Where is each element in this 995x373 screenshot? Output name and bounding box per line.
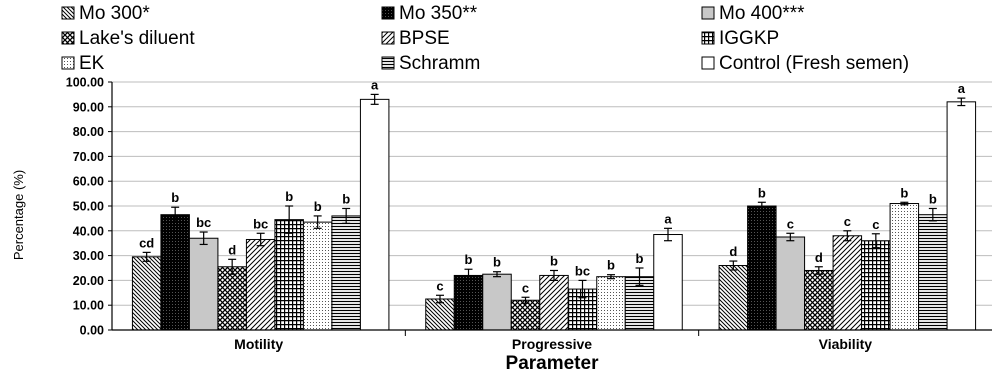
- significance-label: d: [228, 242, 236, 257]
- y-tick-label: 80.00: [73, 125, 104, 139]
- bar: [160, 214, 190, 331]
- significance-label: b: [465, 252, 473, 267]
- significance-label: bc: [253, 216, 268, 231]
- bar: [747, 205, 777, 331]
- bar: [889, 203, 920, 331]
- legend-swatch: [61, 6, 75, 20]
- legend-label: Control (Fresh semen): [719, 53, 909, 74]
- significance-label: b: [285, 189, 293, 204]
- y-tick-labels: 0.00 10.00 20.00 30.00 40.00 50.00 60.00 70.00 8…: [66, 76, 104, 338]
- axes: [111, 82, 992, 336]
- legend-swatch: [701, 56, 715, 70]
- legend-label: Mo 300*: [79, 3, 150, 24]
- bar: [775, 236, 806, 331]
- significance-label: cd: [139, 235, 154, 250]
- y-tick-label: 20.00: [73, 274, 104, 288]
- bar: [217, 266, 247, 331]
- significance-label: c: [844, 214, 851, 229]
- legend-label: BPSE: [399, 28, 450, 49]
- bar: [539, 274, 569, 331]
- bar: [946, 101, 977, 331]
- x-category-labels: Motility Progressive Viability: [234, 336, 872, 352]
- bar: [245, 238, 276, 331]
- legend-swatch: [701, 6, 715, 20]
- bar: [188, 237, 219, 331]
- legend-swatch: [381, 6, 395, 20]
- significance-label: d: [815, 250, 823, 265]
- bar: [832, 235, 863, 331]
- bar: [453, 274, 484, 331]
- significance-label: c: [522, 280, 529, 295]
- x-axis-title: Parameter: [506, 353, 600, 373]
- bar: [131, 256, 162, 331]
- bar: [482, 273, 512, 331]
- legend-label: Mo 400***: [719, 3, 805, 24]
- significance-label: b: [636, 251, 644, 266]
- y-tick-label: 40.00: [73, 224, 104, 238]
- bar: [718, 265, 749, 331]
- legend-label: Lake's diluent: [79, 28, 195, 49]
- y-axis-title: Percentage (%): [11, 170, 26, 260]
- significance-label: b: [342, 191, 350, 206]
- significance-label: b: [929, 191, 937, 206]
- significance-label: d: [729, 244, 737, 259]
- significance-label: c: [436, 278, 443, 293]
- bar: [804, 269, 834, 331]
- significance-label: b: [493, 255, 501, 270]
- legend-swatch: [61, 56, 75, 70]
- y-tick-label: 30.00: [73, 249, 104, 263]
- y-tick-label: 100.00: [66, 76, 104, 90]
- x-category-label: Progressive: [512, 336, 592, 352]
- bar: [596, 276, 626, 331]
- legend-label: EK: [79, 53, 105, 74]
- x-category-label: Viability: [819, 336, 873, 352]
- x-category-label: Motility: [234, 336, 283, 352]
- significance-label: a: [371, 77, 379, 92]
- significance-label: bc: [575, 263, 590, 278]
- bar: [653, 234, 683, 331]
- significance-label: b: [900, 185, 908, 200]
- significance-label: b: [550, 253, 558, 268]
- significance-label: b: [758, 185, 766, 200]
- bar: [274, 219, 304, 331]
- significance-label: c: [787, 216, 794, 231]
- bar: [425, 298, 455, 331]
- bar: [918, 214, 948, 331]
- significance-label: a: [958, 81, 966, 96]
- significance-label: b: [171, 190, 179, 205]
- bar: [359, 98, 390, 331]
- legend-swatch: [701, 31, 715, 45]
- y-tick-label: 70.00: [73, 150, 104, 164]
- significance-label: bc: [196, 215, 211, 230]
- chart-legend: Mo 300* Mo 350** Mo 400*** Lake's diluent BP…: [61, 3, 909, 74]
- bar: [331, 215, 361, 331]
- y-tick-label: 0.00: [80, 324, 104, 338]
- y-tick-label: 90.00: [73, 100, 104, 114]
- y-tick-label: 50.00: [73, 200, 104, 214]
- bar: [861, 240, 891, 331]
- significance-label: c: [872, 217, 879, 232]
- y-tick-label: 10.00: [73, 299, 104, 313]
- legend-swatch: [61, 31, 75, 45]
- significance-label: b: [314, 199, 322, 214]
- significance-label: b: [607, 258, 615, 273]
- legend-label: Schramm: [399, 53, 480, 74]
- legend-label: Mo 350**: [399, 3, 478, 24]
- significance-label: a: [664, 211, 672, 226]
- bar: [510, 299, 541, 331]
- legend-swatch: [381, 31, 395, 45]
- legend-swatch: [381, 56, 395, 70]
- bar: [302, 221, 333, 331]
- legend-label: IGGKP: [719, 28, 779, 49]
- y-tick-label: 60.00: [73, 175, 104, 189]
